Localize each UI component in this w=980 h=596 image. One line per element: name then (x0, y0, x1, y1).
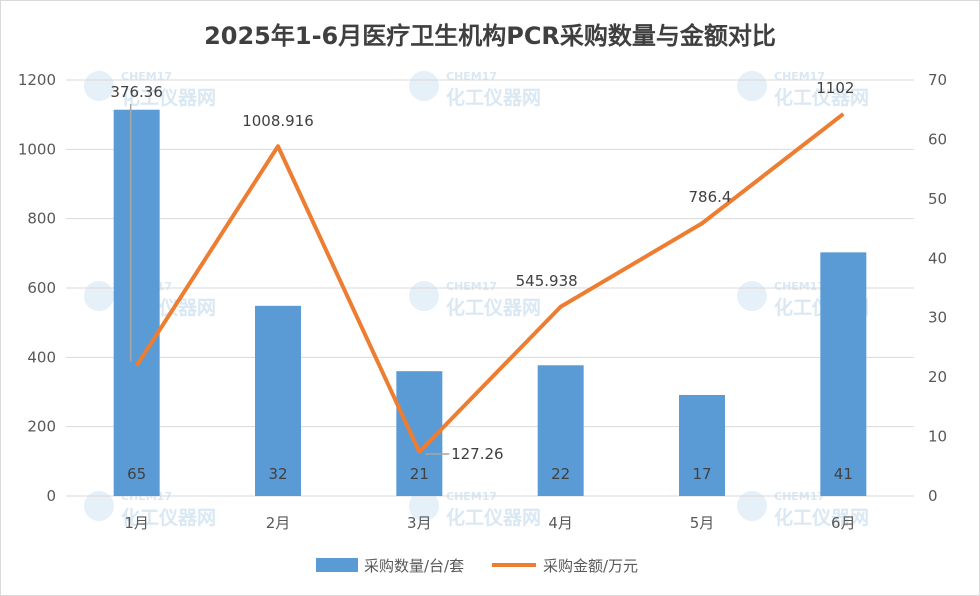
left-axis-tick-label: 1000 (18, 140, 56, 158)
right-axis-tick-label: 10 (928, 428, 947, 446)
bar-data-label: 65 (127, 465, 146, 483)
bar (537, 365, 584, 496)
watermark-text: 化工仪器网 (446, 506, 541, 529)
left-axis-tick-label: 800 (27, 210, 56, 228)
watermark-logo-icon (409, 71, 439, 101)
x-axis-tick-label: 2月 (266, 514, 291, 532)
watermark-text: 化工仪器网 (121, 86, 216, 109)
watermark-logo-icon (737, 281, 767, 311)
x-axis-tick-label: 5月 (690, 514, 715, 532)
right-axis-tick-label: 30 (928, 309, 947, 327)
watermark-brand: CHEM17 (446, 280, 497, 293)
line-data-label: 376.36 (110, 83, 163, 101)
right-axis-tick-label: 50 (928, 190, 947, 208)
watermark-text: 化工仪器网 (446, 296, 541, 319)
left-axis-tick-label: 400 (27, 348, 56, 366)
left-axis-tick-label: 600 (27, 279, 56, 297)
left-axis-tick-label: 200 (27, 418, 56, 436)
bar (255, 305, 301, 496)
bar-data-label: 22 (551, 465, 570, 483)
watermark-logo-icon (84, 71, 114, 101)
watermark-brand: CHEM17 (446, 70, 497, 83)
watermark-text: 化工仪器网 (774, 506, 869, 529)
left-axis-tick-label: 0 (46, 487, 56, 505)
line-data-label: 545.938 (516, 272, 578, 290)
chart-title: 2025年1-6月医疗卫生机构PCR采购数量与金额对比 (204, 22, 776, 50)
legend-bar-label: 采购数量/台/套 (364, 557, 464, 575)
watermark-logo-icon (84, 491, 114, 521)
watermark-logo-icon (737, 71, 767, 101)
watermark-brand: CHEM17 (121, 70, 172, 83)
watermark-logo-icon (409, 281, 439, 311)
right-axis-tick-label: 20 (928, 368, 947, 386)
bar-data-label: 21 (410, 465, 429, 483)
line-series (134, 112, 845, 454)
right-axis-tick-label: 60 (928, 130, 947, 148)
line-data-label: 1008.916 (242, 112, 314, 130)
x-axis-tick-label: 1月 (124, 514, 149, 532)
bar (679, 394, 725, 496)
bar (113, 109, 160, 496)
x-axis-tick-label: 4月 (548, 514, 573, 532)
left-axis-tick-label: 1200 (18, 71, 56, 89)
right-axis-tick-label: 40 (928, 249, 947, 267)
watermark-text: 化工仪器网 (774, 86, 869, 109)
x-axis-tick-label: 3月 (407, 514, 432, 532)
line-data-label: 1102 (816, 79, 854, 97)
legend-line-label: 采购金额/万元 (543, 557, 638, 575)
watermark-logo-icon (84, 281, 114, 311)
line-data-label: 786.4 (689, 188, 732, 206)
watermark-text: 化工仪器网 (121, 506, 216, 529)
line-data-label: 127.26 (451, 445, 504, 463)
right-axis-tick-label: 70 (928, 71, 947, 89)
bar-data-label: 32 (268, 465, 287, 483)
bar-data-label: 17 (692, 465, 711, 483)
x-axis-tick-label: 6月 (831, 514, 856, 532)
watermark-logo-icon (737, 491, 767, 521)
legend-bar-swatch (316, 558, 358, 572)
watermark-logo-icon (409, 491, 439, 521)
bar-data-label: 41 (834, 465, 853, 483)
watermark-brand: CHEM17 (774, 280, 825, 293)
right-axis-tick-label: 0 (928, 487, 938, 505)
bar (820, 252, 867, 496)
watermark-text: 化工仪器网 (446, 86, 541, 109)
